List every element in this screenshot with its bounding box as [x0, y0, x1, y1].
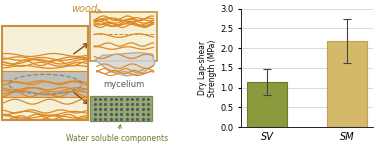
Bar — [2, 26, 88, 120]
Text: wood: wood — [71, 4, 101, 14]
Text: Water soluble components: Water soluble components — [66, 125, 168, 143]
Bar — [90, 96, 152, 121]
Bar — [247, 82, 287, 127]
Bar — [90, 12, 157, 61]
Bar — [2, 51, 88, 71]
Bar — [2, 26, 88, 120]
Text: mycelium: mycelium — [103, 80, 144, 89]
Y-axis label: Dry Lap-shear
Strength (MPa): Dry Lap-shear Strength (MPa) — [198, 39, 217, 97]
Bar — [2, 71, 88, 97]
Bar — [2, 99, 88, 120]
Polygon shape — [95, 53, 155, 76]
Bar — [327, 41, 367, 127]
